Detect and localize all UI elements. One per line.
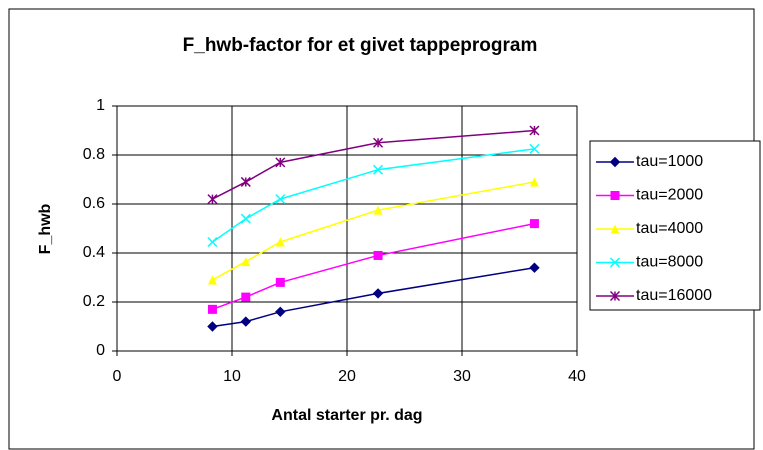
legend-label: tau=16000 <box>636 287 712 304</box>
legend-label: tau=4000 <box>636 220 703 237</box>
y-tick-label: 0.2 <box>83 293 105 310</box>
marker <box>207 304 217 314</box>
marker <box>207 275 217 285</box>
marker <box>275 237 285 247</box>
legend-box <box>589 140 761 311</box>
marker <box>207 321 218 332</box>
marker <box>609 290 621 302</box>
marker <box>529 262 540 273</box>
marker <box>240 176 251 187</box>
marker <box>275 157 286 168</box>
marker <box>275 194 286 205</box>
legend-label: tau=8000 <box>636 254 703 271</box>
marker <box>529 177 539 187</box>
marker <box>529 143 540 154</box>
y-tick-label: 0 <box>96 342 105 359</box>
x-axis-label: Antal starter pr. dag <box>271 407 422 424</box>
marker <box>372 288 384 299</box>
y-tick-label: 1 <box>96 97 105 114</box>
marker <box>609 156 621 168</box>
x-tick-label: 10 <box>223 368 241 385</box>
x-tick-label: 0 <box>113 368 122 385</box>
marker <box>609 257 621 268</box>
marker <box>240 213 251 224</box>
marker <box>207 194 218 205</box>
marker <box>373 137 384 148</box>
marker <box>207 236 218 248</box>
y-tick-label: 0.6 <box>83 195 105 212</box>
marker <box>373 205 383 215</box>
marker <box>241 257 251 267</box>
marker <box>241 292 251 302</box>
chart-title: F_hwb-factor for et givet tappeprogram <box>183 35 538 56</box>
x-tick-label: 30 <box>453 368 471 385</box>
marker <box>529 125 540 136</box>
x-tick-label: 20 <box>338 368 356 385</box>
marker <box>373 164 384 175</box>
marker <box>529 219 539 229</box>
legend-label: tau=2000 <box>636 187 703 204</box>
marker <box>275 277 285 287</box>
marker <box>610 191 620 200</box>
x-tick-label: 40 <box>568 368 586 385</box>
marker <box>610 224 620 234</box>
legend-label: tau=1000 <box>636 153 703 170</box>
y-axis-label: F_hwb <box>37 203 54 254</box>
y-tick-label: 0.4 <box>83 244 105 261</box>
marker <box>275 306 286 318</box>
marker <box>240 316 252 327</box>
marker <box>373 250 383 260</box>
y-tick-label: 0.8 <box>83 146 105 163</box>
